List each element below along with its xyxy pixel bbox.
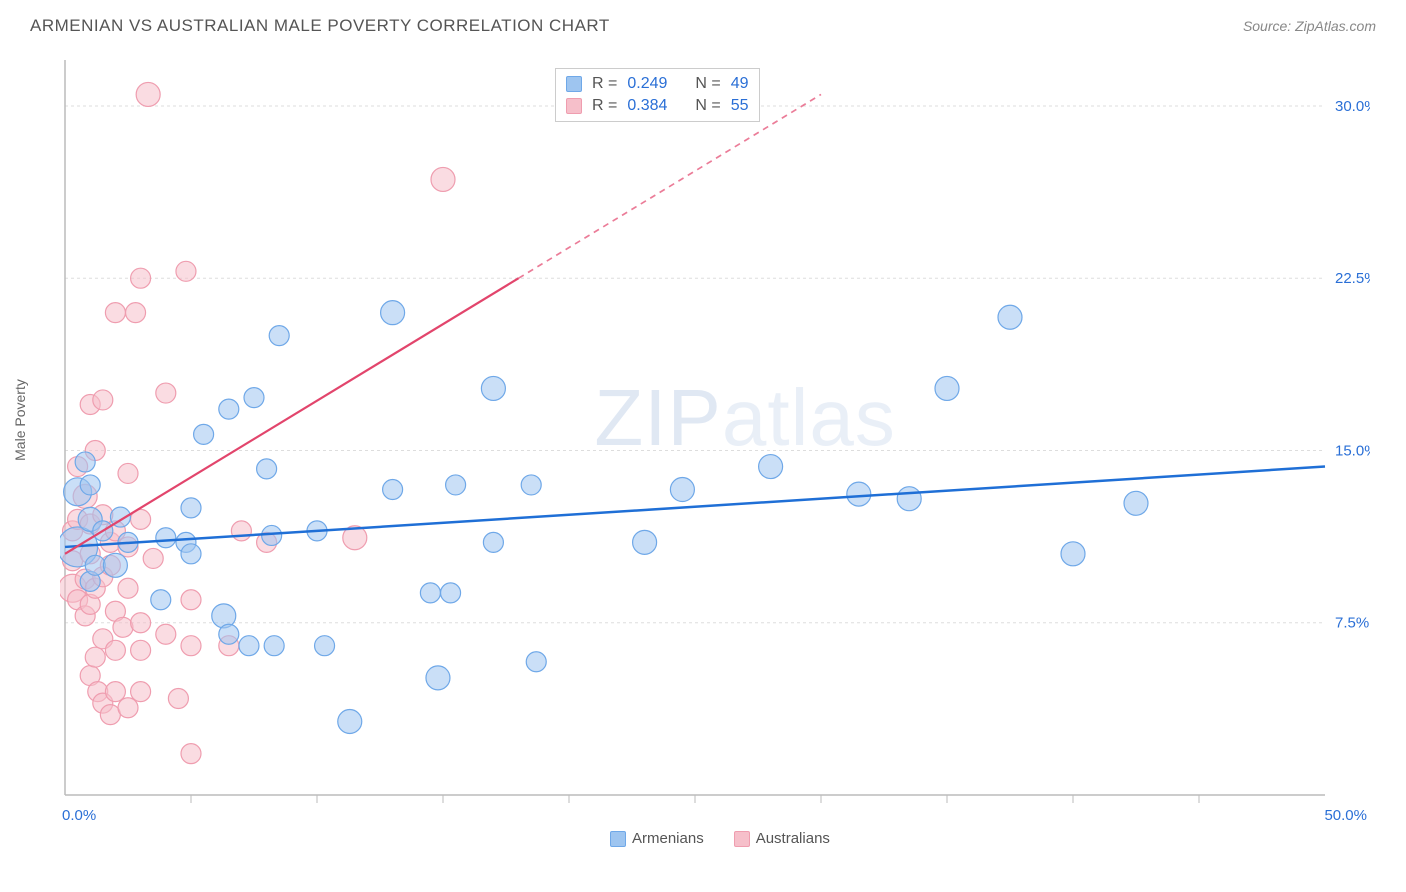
stat-label: N = [695,75,720,93]
stat-r-value: 0.249 [627,75,667,93]
stats-legend-box: R = 0.249 N = 49 R = 0.384 N = 55 [555,68,760,122]
stat-label: R = [592,97,617,115]
legend-swatch [566,98,582,114]
stat-label: N = [695,97,720,115]
svg-text:15.0%: 15.0% [1335,442,1370,459]
legend-swatch [610,831,626,847]
stat-n-value: 49 [731,75,749,93]
stats-row-armenians: R = 0.249 N = 49 [566,73,749,95]
svg-text:50.0%: 50.0% [1324,807,1367,824]
chart-area: 7.5%15.0%22.5%30.0%0.0%50.0% ZIPatlas R … [60,55,1370,855]
legend-item: Armenians [610,830,704,847]
series-legend: Armenians Australians [610,830,830,847]
legend-item: Australians [734,830,830,847]
legend-label: Australians [756,830,830,847]
legend-swatch [734,831,750,847]
svg-text:7.5%: 7.5% [1335,615,1369,632]
svg-text:30.0%: 30.0% [1335,98,1370,115]
svg-text:22.5%: 22.5% [1335,270,1370,287]
source-label: Source: ZipAtlas.com [1243,18,1376,34]
stat-n-value: 55 [731,97,749,115]
stats-row-australians: R = 0.384 N = 55 [566,95,749,117]
svg-text:0.0%: 0.0% [62,807,96,824]
y-axis-label: Male Poverty [12,379,28,461]
chart-title: ARMENIAN VS AUSTRALIAN MALE POVERTY CORR… [30,16,610,36]
legend-swatch [566,76,582,92]
legend-label: Armenians [632,830,704,847]
stat-label: R = [592,75,617,93]
scatter-chart-svg: 7.5% 15.0% 22.5% 30.0% 0.0% 50.0% [60,55,1370,855]
stat-r-value: 0.384 [627,97,667,115]
